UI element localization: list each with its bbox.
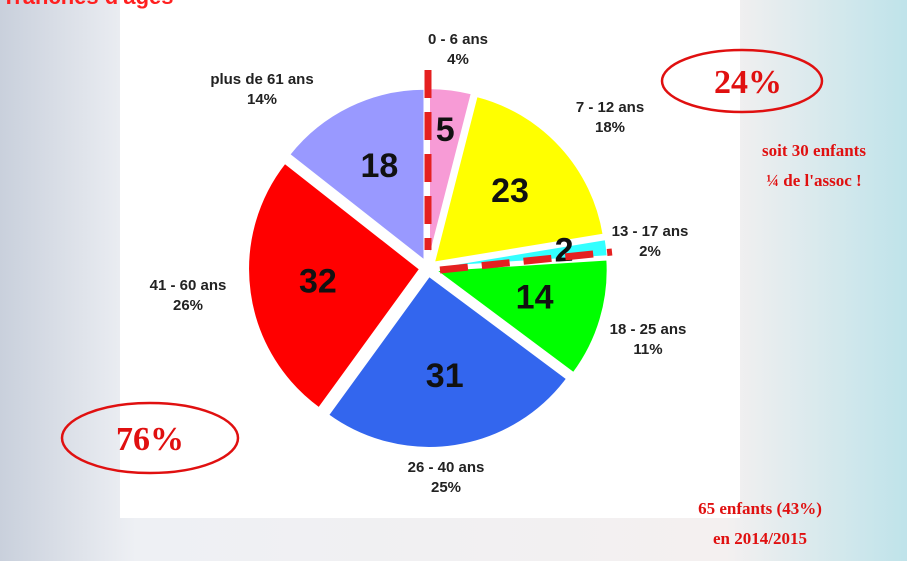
slice-value-label: 31 — [426, 357, 464, 395]
annotation: en 2014/2015 — [713, 529, 807, 548]
category-label: 41 - 60 ans — [150, 277, 227, 294]
slice-value-label: 23 — [491, 172, 529, 210]
annotation: 76% — [116, 421, 184, 458]
category-label: 13 - 17 ans — [612, 223, 689, 240]
category-label: 7 - 12 ans — [576, 99, 644, 116]
category-label: plus de 61 ans — [210, 71, 313, 88]
annotation: 65 enfants (43%) — [698, 499, 822, 518]
share-label: 4% — [447, 51, 469, 68]
share-label: 14% — [247, 91, 277, 108]
annotation: 24% — [714, 64, 782, 101]
slice-value-label: 18 — [360, 147, 398, 185]
slice-value-label: 14 — [516, 279, 554, 317]
share-label: 26% — [173, 297, 203, 314]
share-label: 2% — [639, 243, 661, 260]
share-label: 11% — [633, 341, 662, 358]
annotation: ¼ de l'assoc ! — [766, 171, 861, 190]
page: Tranches d'âges 523214313218 24% 76% soi… — [0, 0, 907, 561]
annotation: soit 30 enfants — [762, 141, 866, 160]
slice-value-label: 32 — [299, 262, 337, 300]
category-label: 26 - 40 ans — [408, 459, 485, 476]
share-label: 25% — [431, 479, 461, 496]
slice-value-label: 5 — [436, 111, 455, 149]
share-label: 18% — [595, 119, 625, 136]
category-label: 18 - 25 ans — [610, 321, 687, 338]
chart-title: Tranches d'âges — [2, 0, 174, 9]
chart: Tranches d'âges 523214313218 24% 76% soi… — [0, 0, 907, 561]
category-label: 0 - 6 ans — [428, 31, 488, 48]
